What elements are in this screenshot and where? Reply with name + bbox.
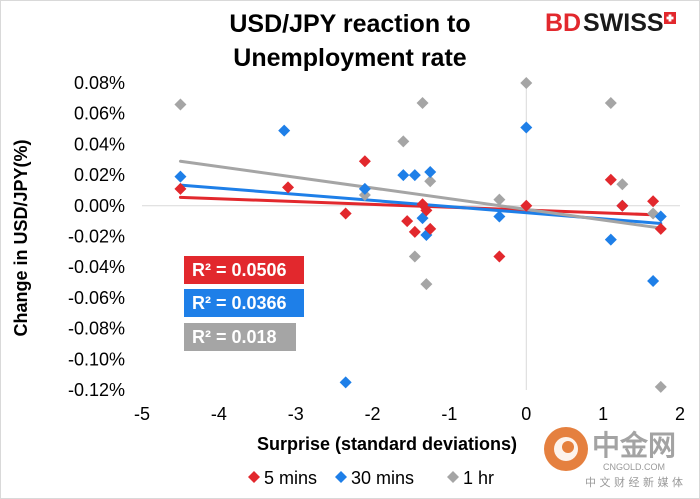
y-tick-label: 0.08% xyxy=(74,73,125,93)
legend-marker-icon xyxy=(447,471,459,483)
data-points xyxy=(174,77,667,393)
point-1-hr xyxy=(358,189,371,202)
chart-title-line-1: USD/JPY reaction to xyxy=(229,10,470,38)
legend-item-5-mins: 5 mins xyxy=(248,468,317,488)
x-tick-label: -4 xyxy=(211,404,227,424)
y-tick-label: -0.10% xyxy=(68,349,125,369)
y-tick-label: 0.06% xyxy=(74,104,125,124)
point-5-mins xyxy=(358,155,371,168)
point-5-mins xyxy=(493,250,506,263)
point-30-mins xyxy=(647,275,660,288)
point-5-mins xyxy=(654,222,667,235)
r2-text: R² = 0.0366 xyxy=(192,293,287,313)
x-tick-label: 2 xyxy=(675,404,685,424)
x-tick-label: 1 xyxy=(598,404,608,424)
x-tick-label: 0 xyxy=(521,404,531,424)
legend-label: 30 mins xyxy=(351,468,414,488)
point-1-hr xyxy=(408,250,421,263)
point-30-mins xyxy=(339,376,352,389)
r2-text: R² = 0.018 xyxy=(192,327,277,347)
point-5-mins xyxy=(420,204,433,217)
r2-box-bg xyxy=(184,323,296,351)
legend-marker-icon xyxy=(335,471,347,483)
swiss-flag-icon xyxy=(664,12,676,24)
point-1-hr xyxy=(520,77,533,89)
y-tick-label: -0.02% xyxy=(68,227,125,247)
x-tick-label: -2 xyxy=(365,404,381,424)
point-1-hr xyxy=(420,278,433,291)
legend-item-1-hr: 1 hr xyxy=(447,468,494,488)
watermark-title: 中金网 xyxy=(592,429,676,461)
point-5-mins xyxy=(339,207,352,220)
chart-title-line-2: Unemployment rate xyxy=(233,44,466,72)
y-axis-label: Change in USD/JPY(%) xyxy=(11,139,31,336)
r2-box-bg xyxy=(184,289,304,317)
point-5-mins xyxy=(408,225,421,238)
point-30-mins xyxy=(424,166,437,179)
r2-text: R² = 0.0506 xyxy=(192,260,287,280)
r-squared-labels: R² = 0.0506 R² = 0.0366 R² = 0.018 xyxy=(184,256,304,351)
y-tick-label: -0.06% xyxy=(68,288,125,308)
point-5-mins xyxy=(647,195,660,208)
point-30-mins xyxy=(654,210,667,223)
point-30-mins xyxy=(174,170,187,183)
brand-swiss: SWISS xyxy=(583,9,664,37)
r2-box-5-mins: R² = 0.0506 xyxy=(184,256,304,284)
point-30-mins xyxy=(397,169,410,182)
watermark-url: CNGOLD.COM xyxy=(603,462,665,472)
point-1-hr xyxy=(616,178,629,191)
point-5-mins xyxy=(520,199,533,212)
point-5-mins xyxy=(282,181,295,194)
point-5-mins xyxy=(604,173,617,186)
point-30-mins xyxy=(493,210,506,223)
point-5-mins xyxy=(616,199,629,212)
y-tick-label: 0.04% xyxy=(74,134,125,154)
point-1-hr xyxy=(174,98,187,111)
point-1-hr xyxy=(416,96,429,109)
cngold-watermark: 中金网 CNGOLD.COM 中 文 财 经 新 媒 体 xyxy=(544,427,683,489)
legend-label: 1 hr xyxy=(463,468,494,488)
point-30-mins xyxy=(520,121,533,134)
point-30-mins xyxy=(408,169,421,182)
y-tick-label: -0.12% xyxy=(68,380,125,400)
y-tick-label: 0.00% xyxy=(74,196,125,216)
point-5-mins xyxy=(424,222,437,235)
cngold-logo-icon xyxy=(544,427,588,471)
point-1-hr xyxy=(604,96,617,109)
point-1-hr xyxy=(397,135,410,148)
point-1-hr xyxy=(654,380,667,393)
point-5-mins xyxy=(174,182,187,195)
y-tick-label: 0.02% xyxy=(74,165,125,185)
point-1-hr xyxy=(493,193,506,206)
point-30-mins xyxy=(358,182,371,195)
legend-label: 5 mins xyxy=(264,468,317,488)
r2-box-30-mins: R² = 0.0366 xyxy=(184,289,304,317)
x-axis-label: Surprise (standard deviations) xyxy=(257,434,517,454)
x-tick-label: -3 xyxy=(288,404,304,424)
watermark-subtitle: 中 文 财 经 新 媒 体 xyxy=(585,475,683,489)
x-tick-label: -1 xyxy=(441,404,457,424)
r2-box-bg xyxy=(184,256,304,284)
point-30-mins xyxy=(278,124,291,137)
point-5-mins xyxy=(401,215,414,228)
bdswiss-logo: BD SWISS xyxy=(545,9,676,37)
legend: 5 mins 30 mins 1 hr xyxy=(248,468,494,488)
x-tick-labels: -5 -4 -3 -2 -1 0 1 2 xyxy=(134,404,685,424)
legend-item-30-mins: 30 mins xyxy=(335,468,414,488)
r2-box-1-hr: R² = 0.018 xyxy=(184,323,296,351)
point-1-hr xyxy=(424,175,437,188)
x-tick-label: -5 xyxy=(134,404,150,424)
point-30-mins xyxy=(604,233,617,246)
trendline-1-hr xyxy=(178,159,663,230)
y-tick-labels: 0.08% 0.06% 0.04% 0.02% 0.00% -0.02% -0.04% -0.… xyxy=(68,73,125,400)
brand-bd: BD xyxy=(545,9,581,37)
y-tick-label: -0.08% xyxy=(68,319,125,339)
y-tick-label: -0.04% xyxy=(68,257,125,277)
legend-marker-icon xyxy=(248,471,260,483)
